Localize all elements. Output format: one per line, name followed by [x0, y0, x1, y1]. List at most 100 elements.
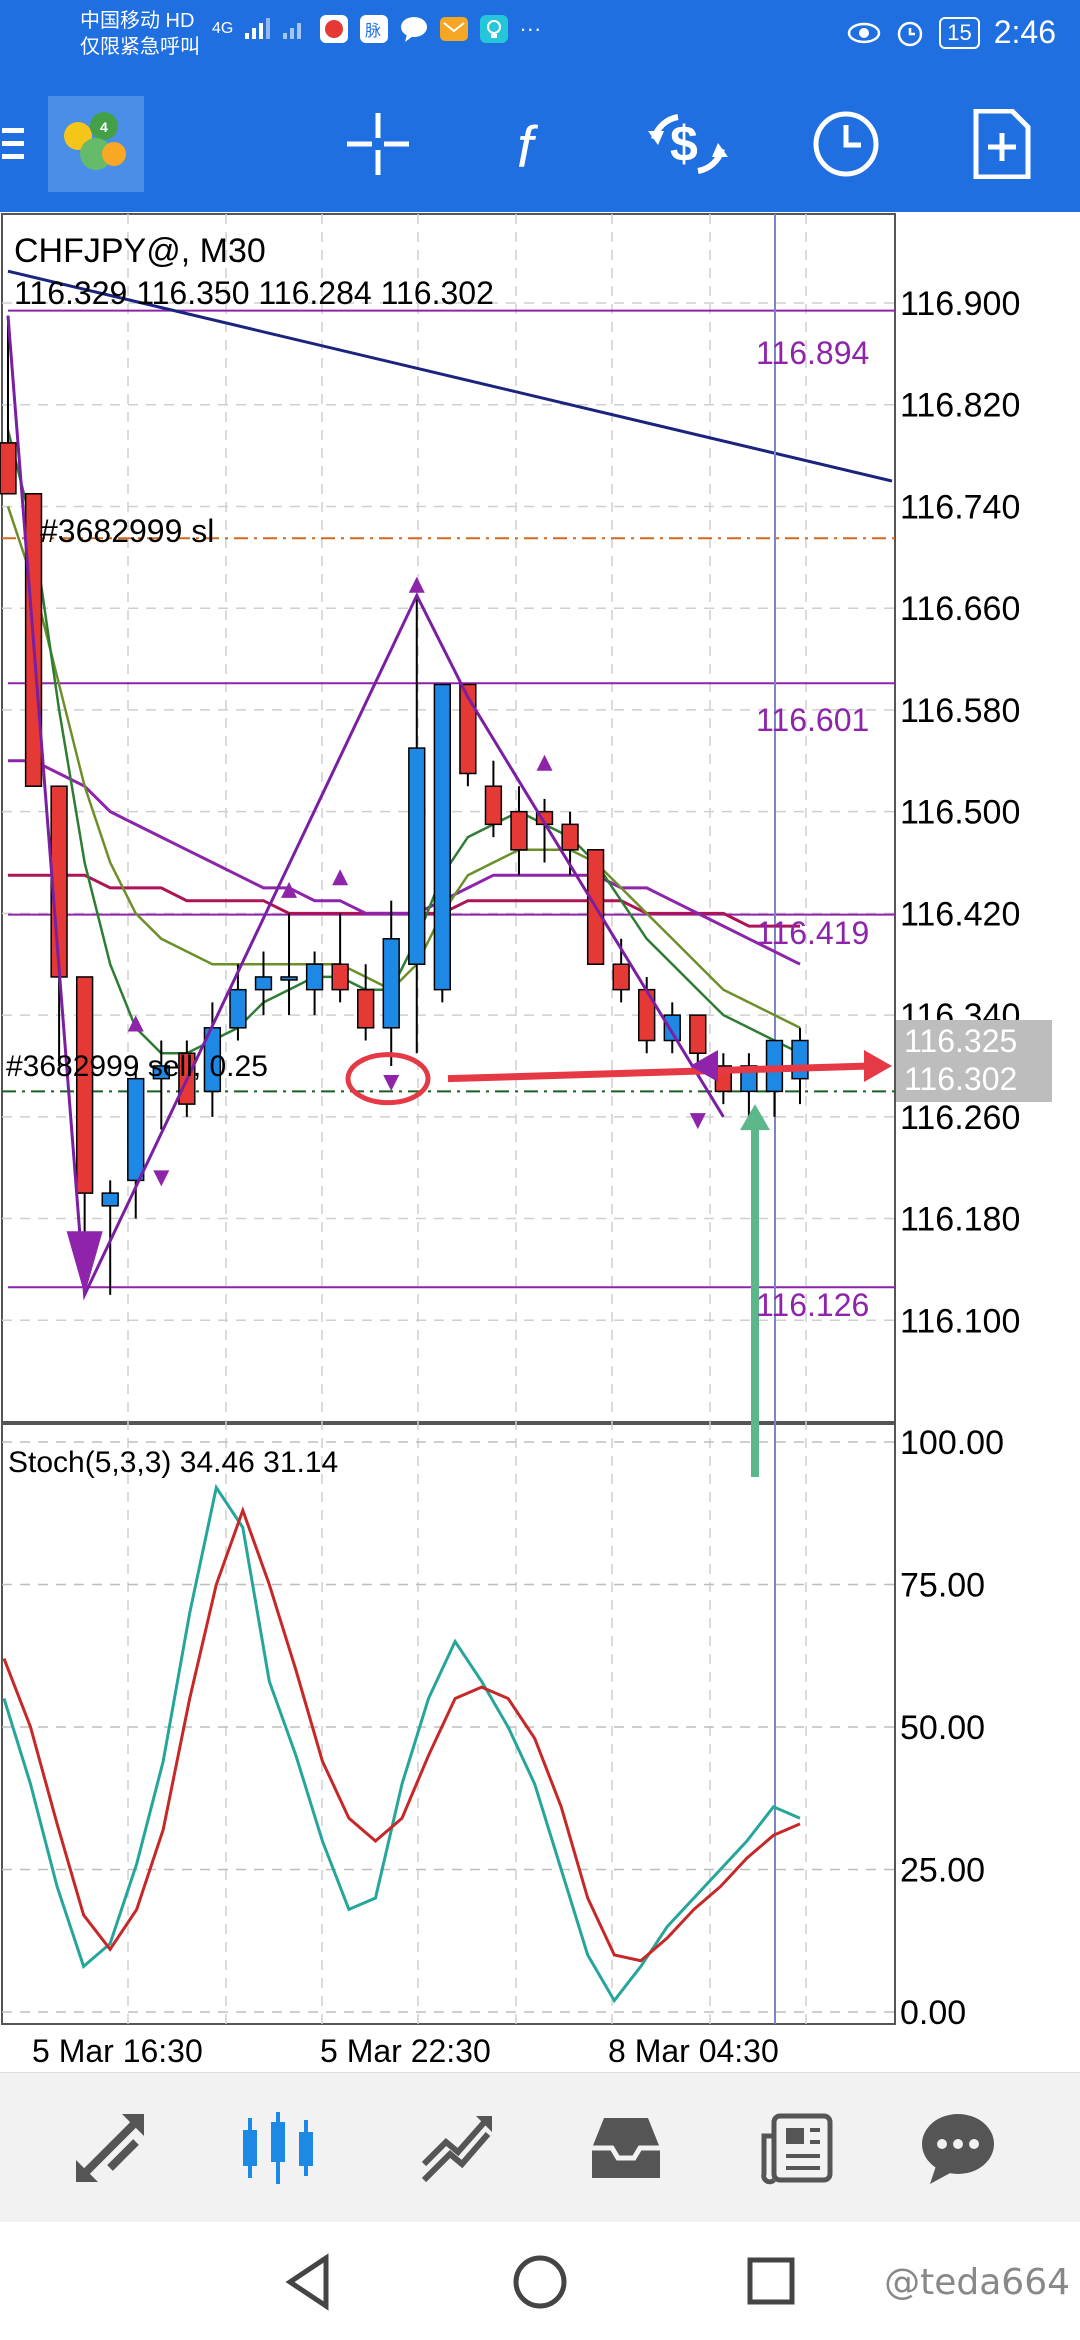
moving-average-slow-2: [8, 873, 800, 928]
fractal-down-arrow: [383, 1075, 400, 1092]
app-red-icon: [320, 15, 349, 43]
home-icon[interactable]: [510, 2252, 570, 2317]
chart-symbol: CHFJPY@, M30: [14, 232, 266, 270]
stoch-main-line: [2, 1483, 801, 2004]
alarm-icon: [897, 21, 923, 46]
chat-icon[interactable]: [908, 2103, 1008, 2193]
mail-icon: [440, 17, 469, 41]
price-tick-label: 116.420: [900, 895, 1020, 933]
chart-icon[interactable]: [230, 2103, 330, 2193]
recents-icon[interactable]: [742, 2252, 802, 2317]
moving-average-mid: [6, 506, 801, 1029]
menu-icon[interactable]: [0, 104, 30, 184]
candle-body: [101, 1192, 119, 1207]
trade-icon[interactable]: $: [648, 104, 728, 184]
status-bar: 中国移动 HD 仅限紧急呼叫 4G 脉 ··· 15 2:46: [0, 0, 1080, 70]
moving-average-slow-1: [8, 759, 801, 966]
fractal-up-arrow: [332, 869, 349, 886]
price-box: [896, 1020, 1052, 1102]
more-icon: ···: [519, 16, 542, 41]
news-icon[interactable]: [748, 2103, 848, 2193]
carrier-name: 中国移动 HD: [80, 10, 195, 32]
new-order-icon[interactable]: [962, 104, 1042, 184]
system-nav: @teda664: [0, 2222, 1080, 2340]
highlight-circle: [345, 1052, 431, 1106]
fractal-up-arrow: [536, 754, 553, 771]
candle-body: [382, 938, 400, 1029]
price-panel-frame: [1, 213, 896, 1423]
battery-indicator: 15: [939, 16, 980, 49]
bottom-nav: [0, 2072, 1080, 2223]
fractal-down-arrow: [689, 1113, 706, 1130]
candle-body: [0, 442, 17, 495]
green-arrow-head: [740, 1104, 770, 1131]
fractal-up-arrow: [281, 881, 298, 898]
candle-body: [689, 1014, 707, 1054]
sl-label: #3682999 sl: [40, 513, 214, 549]
red-arrow-line: [447, 1062, 871, 1083]
chat-bubble-icon: [401, 17, 428, 42]
status-right: 15 2:46: [847, 14, 1056, 51]
app-mai-icon: 脉: [360, 15, 389, 43]
price-tick-label: 116.900: [900, 285, 1020, 323]
candle-body: [791, 1039, 809, 1080]
back-icon[interactable]: [280, 2252, 340, 2317]
clock-time: 2:46: [993, 14, 1056, 50]
stoch-tick-label: 0.00: [900, 1994, 966, 2032]
price-tick-label: 116.660: [900, 590, 1020, 628]
price-box-bottom: 116.302: [904, 1061, 1017, 1097]
candle-body: [331, 963, 349, 991]
moving-average-fast: [6, 429, 801, 1055]
price-chart[interactable]: 116.900 116.820 116.740 116.660 116.580 116.5…: [0, 212, 1080, 2072]
quotes-icon[interactable]: [60, 2103, 160, 2193]
history-icon[interactable]: [576, 2103, 676, 2193]
svg-text:f: f: [517, 115, 539, 179]
candle-body: [663, 1014, 681, 1042]
candle-body: [152, 1065, 170, 1080]
red-arrow-head: [864, 1049, 892, 1082]
indicators-icon[interactable]: f: [494, 104, 574, 184]
stoch-label: Stoch(5,3,3) 34.46 31.14: [8, 1446, 338, 1479]
candle-body: [408, 747, 426, 965]
bulb-icon: [480, 15, 509, 43]
fractal-up-arrow: [127, 1015, 144, 1032]
metatrader-logo[interactable]: 4: [48, 96, 144, 192]
price-tick-label: 116.180: [900, 1201, 1020, 1239]
candle-body: [254, 976, 273, 991]
stoch-tick-label: 50.00: [900, 1709, 985, 1747]
stoch-panel-frame: [1, 1423, 896, 2025]
candle-body: [229, 988, 247, 1029]
network-label: 4G: [212, 20, 234, 37]
candle-body: [561, 823, 579, 851]
toolbar: 4 f $: [0, 70, 1080, 212]
zigzag-line: [6, 315, 725, 1301]
fractal-up-arrow: [408, 576, 425, 593]
crosshair-icon[interactable]: [338, 104, 418, 184]
price-tick-label: 116.580: [900, 692, 1020, 730]
fractal-down-arrow: [153, 1170, 170, 1187]
carrier-info: 中国移动 HD 仅限紧急呼叫: [80, 8, 200, 60]
big-down-arrow: [66, 1231, 103, 1295]
status-icons: 4G 脉 ···: [212, 14, 541, 44]
period-clock-icon[interactable]: [806, 104, 886, 184]
candle-body: [612, 963, 630, 991]
trend-line: [7, 269, 893, 483]
candle-body: [484, 785, 503, 826]
candle-body: [433, 683, 451, 991]
price-tick-label: 116.100: [900, 1302, 1020, 1340]
price-tick-label: 116.740: [900, 488, 1020, 526]
stoch-tick-label: 25.00: [900, 1852, 985, 1890]
watermark: @teda664: [884, 2262, 1070, 2303]
svg-text:4: 4: [100, 119, 108, 135]
wifi-icon: [283, 23, 302, 39]
stoch-tick-label: 100.00: [900, 1424, 1004, 1462]
stoch-tick-label: 75.00: [900, 1567, 985, 1605]
candle-body: [75, 976, 94, 1194]
hline-label-1: 116.894: [756, 335, 869, 371]
trade-nav-icon[interactable]: [406, 2103, 506, 2193]
hline-label-4: 116.126: [756, 1287, 869, 1323]
candle-body: [459, 683, 477, 775]
chart-area[interactable]: 116.900 116.820 116.740 116.660 116.580 116.5…: [0, 212, 1080, 2072]
price-tick-label: 116.820: [900, 387, 1020, 425]
price-box-top: 116.325: [904, 1023, 1017, 1059]
